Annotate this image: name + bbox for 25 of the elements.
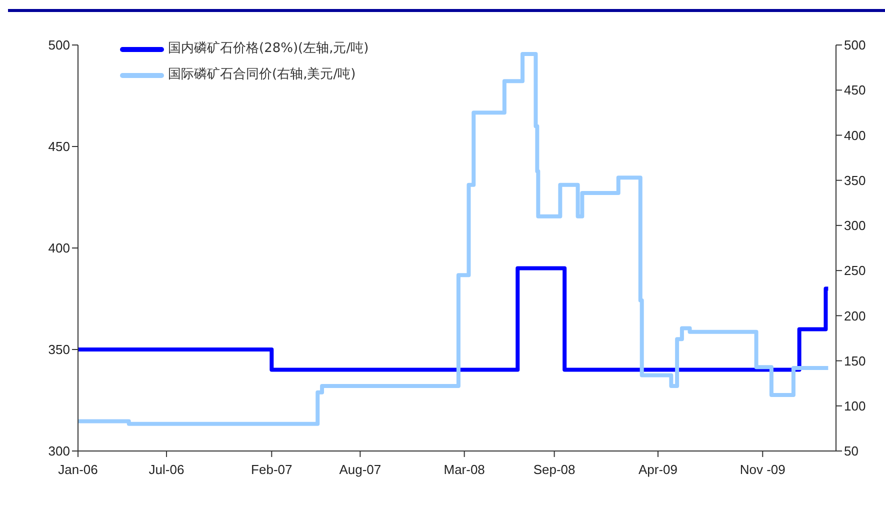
y2-tick-label: 100 [844, 398, 866, 414]
x-tick-label: Mar-08 [444, 462, 485, 478]
x-tick-label: Jan-06 [58, 462, 98, 478]
y2-tick-label: 450 [844, 82, 866, 98]
x-tick-label: Jul-06 [148, 462, 184, 478]
y2-tick-label: 150 [844, 353, 866, 368]
y2-tick-label: 400 [844, 128, 866, 143]
y-tick-label: 300 [48, 444, 70, 459]
x-tick-label: Aug-07 [339, 462, 382, 478]
y2-tick-label: 500 [844, 38, 866, 53]
legend-label: 国际磷矿石合同价(右轴,美元/吨) [168, 66, 356, 84]
y2-tick-label: 350 [844, 172, 866, 188]
y-tick-label: 500 [48, 38, 70, 53]
x-tick-label: Apr-09 [638, 462, 678, 478]
x-tick-label: Feb-07 [251, 462, 292, 478]
legend-label: 国内磷矿石价格(28%)(左轴,元/吨) [168, 40, 369, 58]
y2-tick-label: 200 [844, 308, 866, 324]
y2-tick-label: 250 [844, 263, 866, 278]
y-tick-label: 350 [48, 342, 70, 358]
x-tick-label: Nov -09 [740, 462, 786, 478]
y2-tick-label: 50 [844, 444, 858, 459]
y-tick-label: 400 [48, 240, 70, 256]
y2-tick-label: 300 [844, 218, 866, 234]
x-tick-label: Sep-08 [533, 462, 576, 478]
y-tick-label: 450 [48, 139, 70, 154]
